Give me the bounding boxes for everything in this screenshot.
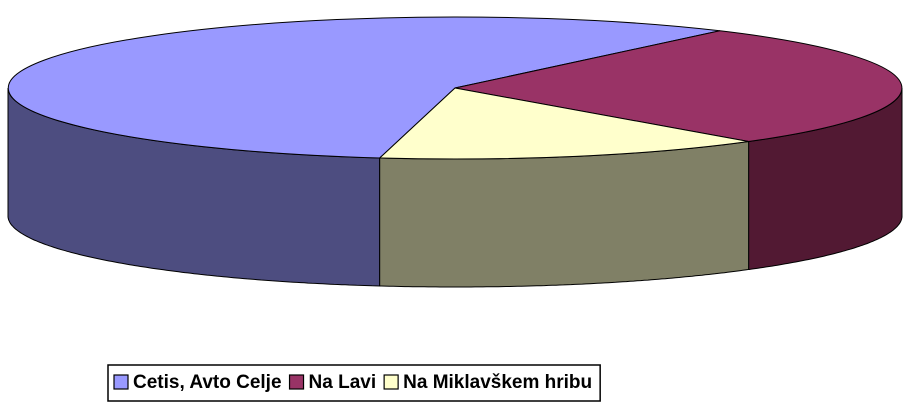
legend-label: Na Lavi — [309, 372, 377, 393]
pie-side — [379, 140, 750, 288]
legend-swatch — [113, 374, 129, 390]
legend-label: Cetis, Avto Celje — [133, 372, 282, 393]
legend — [107, 364, 601, 402]
pie-slice — [7, 16, 721, 159]
legend-swatch — [288, 374, 305, 390]
legend-label: Na Miklavškem hribu — [403, 372, 592, 393]
pie-slice — [454, 30, 903, 143]
legend-swatch — [383, 374, 399, 390]
pie-slice — [378, 87, 749, 160]
